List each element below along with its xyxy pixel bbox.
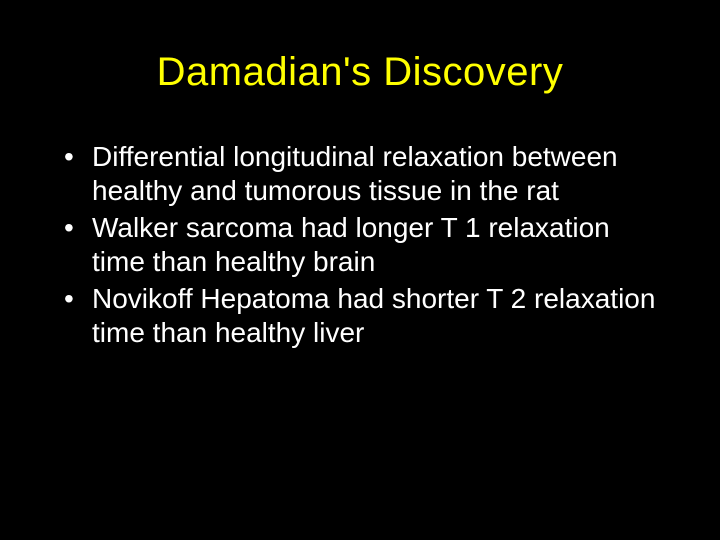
bullet-item: Novikoff Hepatoma had shorter T 2 relaxa… <box>60 282 660 349</box>
bullet-item: Differential longitudinal relaxation bet… <box>60 140 660 207</box>
slide-container: Damadian's Discovery Differential longit… <box>0 0 720 540</box>
slide-title: Damadian's Discovery <box>60 50 660 95</box>
bullet-item: Walker sarcoma had longer T 1 relaxation… <box>60 211 660 278</box>
bullet-list: Differential longitudinal relaxation bet… <box>60 140 660 350</box>
